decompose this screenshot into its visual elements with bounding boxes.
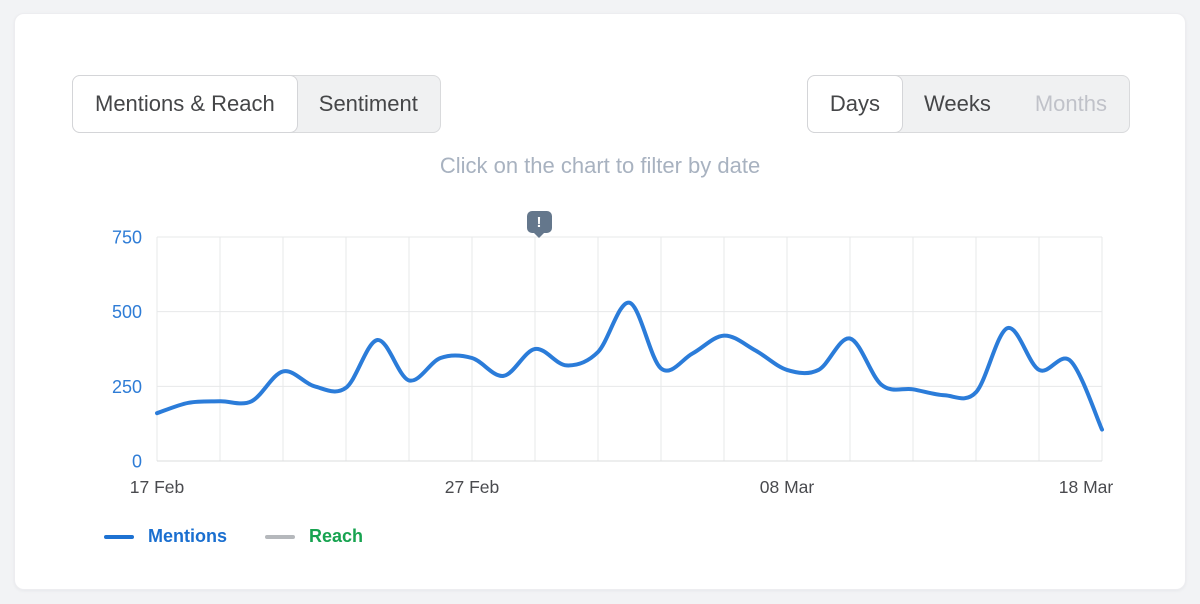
tab-mentions-reach[interactable]: Mentions & Reach	[72, 75, 298, 133]
annotation-badge[interactable]: !	[526, 211, 552, 233]
chart-filter-hint: Click on the chart to filter by date	[439, 153, 761, 178]
tab-months[interactable]: Months	[1034, 91, 1107, 116]
reach-line-swatch	[265, 534, 295, 539]
chart-type-tab-group: Mentions & Reach Sentiment	[72, 75, 441, 133]
legend-item-label: Reach	[309, 526, 364, 546]
chart-legend: Mentions Reach	[104, 526, 363, 547]
tab-weeks[interactable]: Weeks	[924, 91, 991, 116]
granularity-tab-group: Days Weeks Months	[806, 75, 1130, 133]
tab-days[interactable]: Days	[806, 75, 903, 133]
tab-sentiment[interactable]: Sentiment	[318, 91, 418, 116]
legend-item-mentions[interactable]: Mentions	[104, 526, 227, 547]
mentions-line-swatch	[104, 534, 134, 539]
legend-item-label: Mentions	[148, 526, 227, 546]
legend-item-reach[interactable]: Reach	[265, 526, 363, 547]
chart-plot-area[interactable]	[157, 237, 1102, 461]
